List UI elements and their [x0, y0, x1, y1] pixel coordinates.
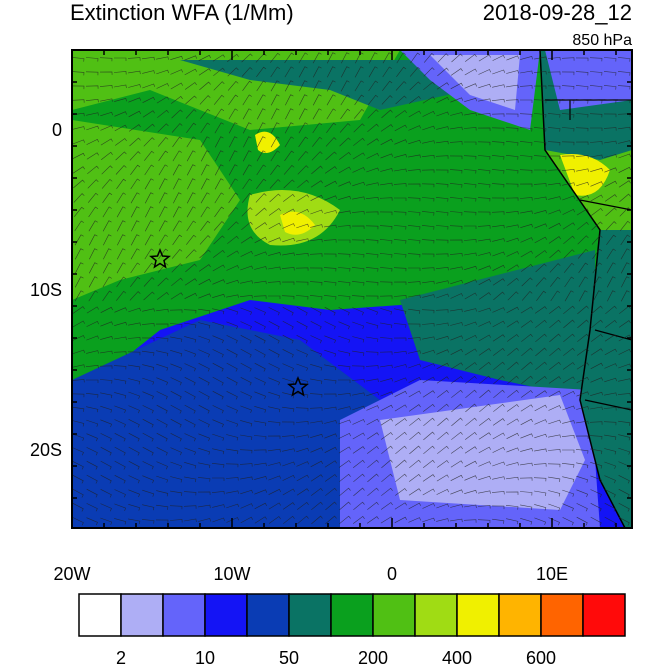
lon-label: 10E [536, 564, 568, 584]
colorbar-swatch [288, 593, 332, 637]
colorbar-swatch [414, 593, 458, 637]
lat-label: 20S [30, 440, 62, 460]
lat-label: 10S [30, 280, 62, 300]
lat-label: 0 [52, 120, 62, 140]
date: 2018-09-28_12 [483, 0, 632, 25]
lon-label: 20W [53, 564, 90, 584]
colorbar-label: 50 [279, 648, 299, 667]
barb-field [72, 52, 631, 526]
colorbar-label: 2 [116, 648, 126, 667]
map-field [72, 50, 632, 528]
colorbar-swatch [456, 593, 500, 637]
site-marker [149, 248, 171, 269]
colorbar-swatch [120, 593, 164, 637]
colorbar-swatch [246, 593, 290, 637]
tick-marks [71, 49, 632, 528]
lon-label: 10W [213, 564, 250, 584]
colorbar-label: 200 [358, 648, 388, 667]
colorbar-swatch [330, 593, 374, 637]
colorbar-swatch [204, 593, 248, 637]
title: Extinction WFA (1/Mm) [70, 0, 294, 25]
colorbar-swatch [162, 593, 206, 637]
map-frame [71, 49, 633, 529]
level: 850 hPa [572, 32, 632, 49]
site-marker [287, 376, 309, 397]
colorbar-swatch [498, 593, 542, 637]
axis-ticks: 0 10S 20S 20W 10W 0 10E [30, 49, 632, 584]
colorbar-swatch [78, 593, 122, 637]
colorbar-label: 600 [526, 648, 556, 667]
colorbar-label: 400 [442, 648, 472, 667]
colorbar-swatch [582, 593, 626, 637]
wind-barbs [72, 52, 631, 526]
colorbar-swatch [540, 593, 584, 637]
colorbar: 2 10 50 200 400 600 [78, 593, 626, 668]
colorbar-label: 10 [195, 648, 215, 667]
colorbar-swatch [372, 593, 416, 637]
lon-label: 0 [387, 564, 397, 584]
